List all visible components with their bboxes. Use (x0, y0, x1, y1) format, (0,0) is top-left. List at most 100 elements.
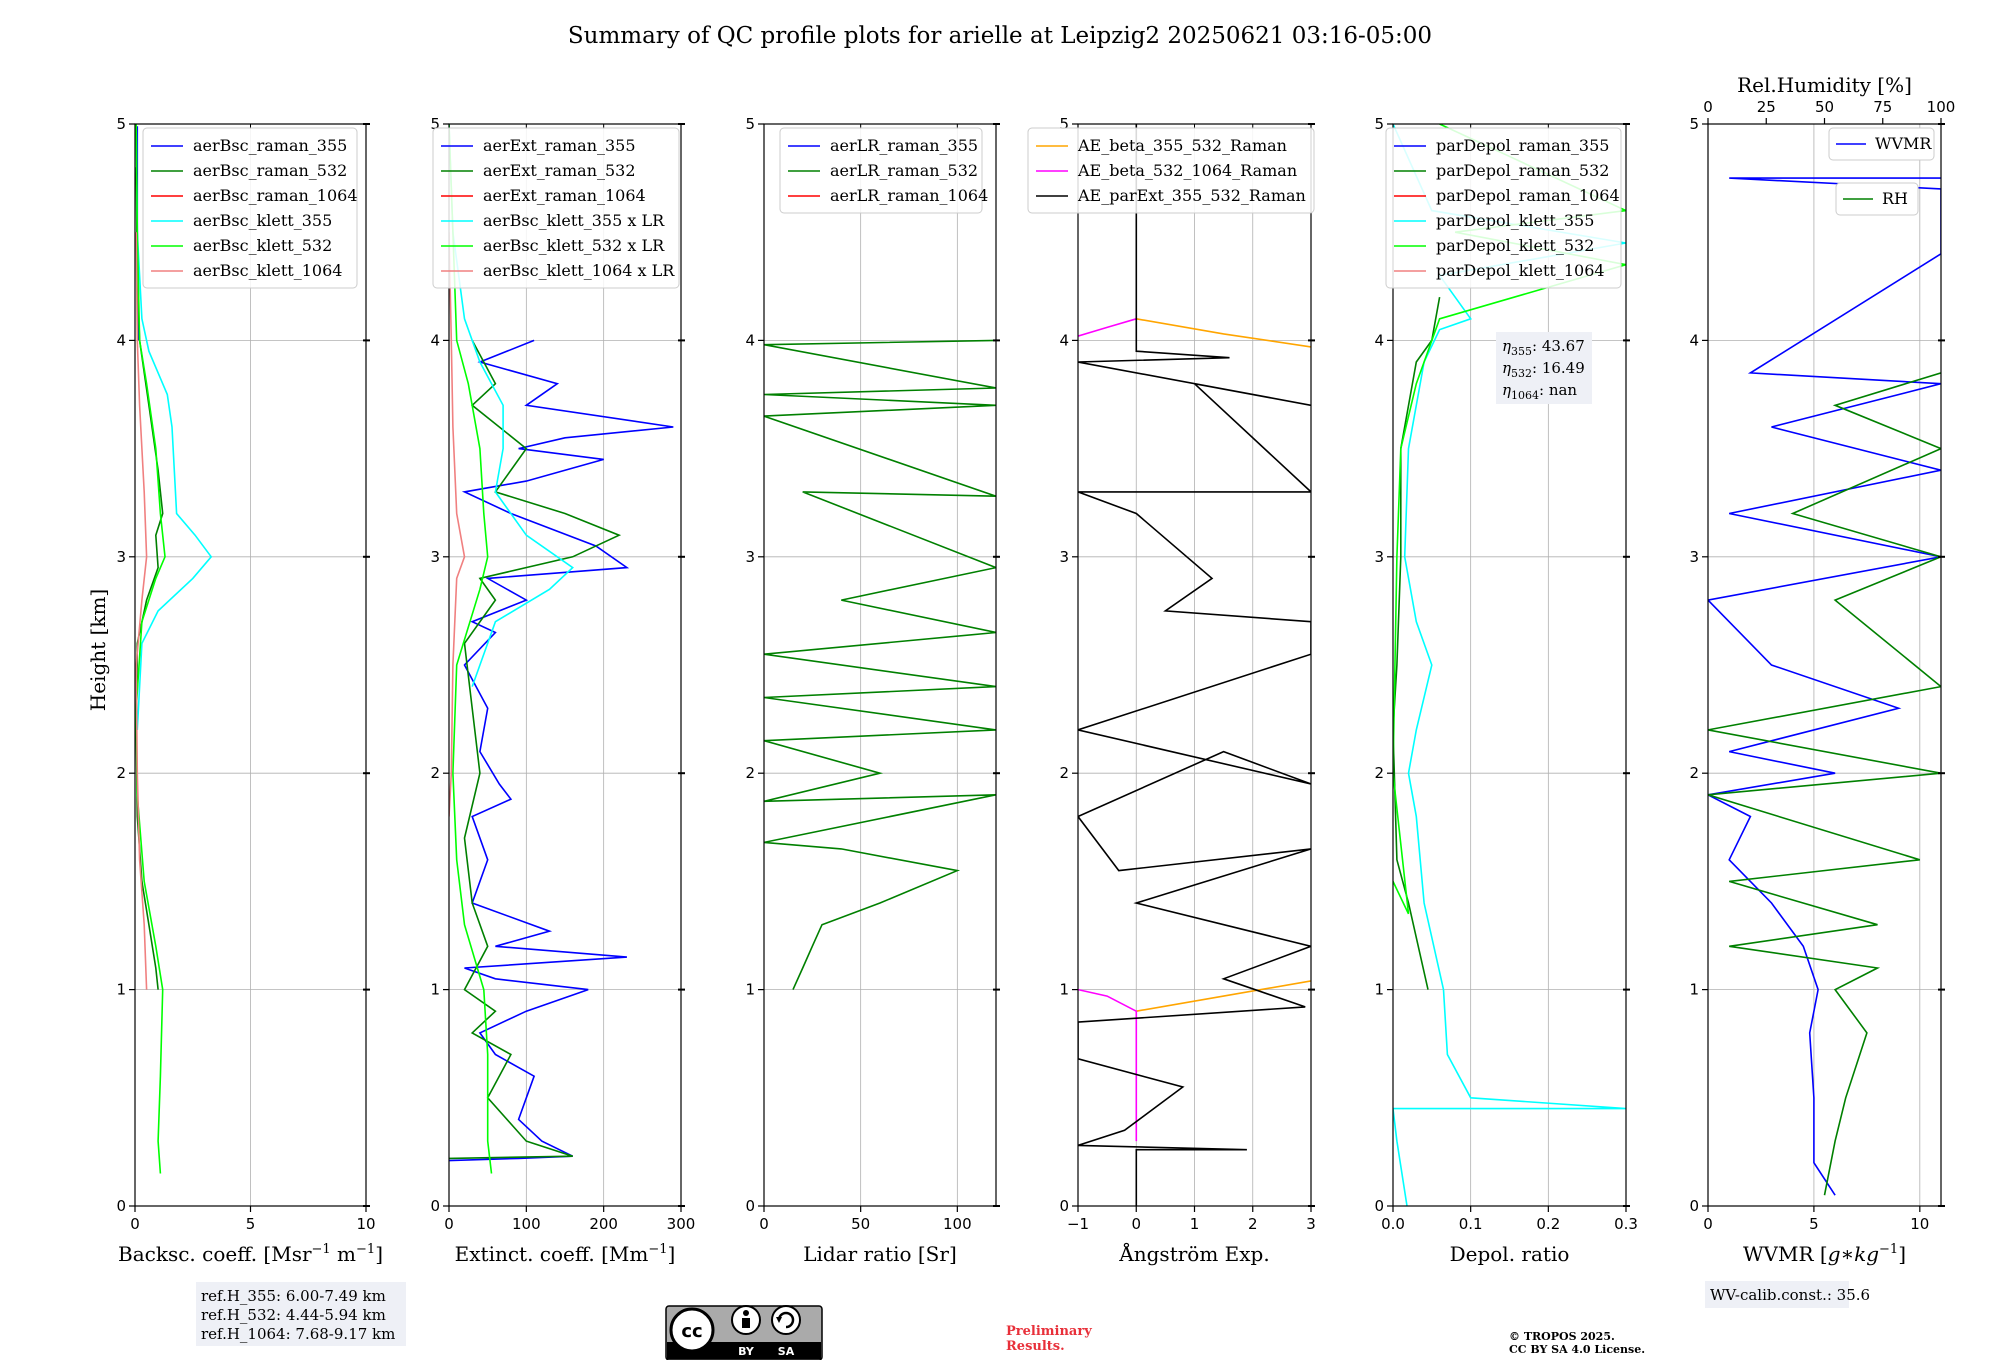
legend-label: parDepol_klett_355 (1436, 211, 1594, 230)
y-tick-label: 1 (430, 981, 440, 999)
legend: aerExt_raman_355 aerExt_raman_532 aerExt_r… (432, 127, 680, 289)
y-tick-label: 0 (1374, 1197, 1384, 1215)
eta-355: η355: 43.67 (1502, 337, 1585, 358)
x-tick-label: 100 (943, 1215, 972, 1233)
x-axis-label: Extinct. coeff. [Mm−1] (455, 1242, 676, 1266)
x-tick-label: 5 (1809, 1215, 1819, 1233)
series-line-aerBsc_klett_1064 x LR (449, 232, 466, 817)
series-line-parDepol_klett_355 (1393, 124, 1626, 1206)
series-group (1708, 177, 1941, 1196)
series-group (449, 124, 674, 1174)
y-tick-label: 3 (745, 548, 755, 566)
legend: aerBsc_raman_355 aerBsc_raman_532 aerBsc_r… (142, 127, 358, 289)
y-tick-label: 5 (430, 115, 440, 133)
y-tick-label: 4 (1689, 331, 1699, 349)
y-tick-label: 2 (1059, 764, 1069, 782)
ref-height-532: ref.H_532: 4.44-5.94 km (201, 1306, 386, 1324)
legend-label: aerBsc_klett_532 (193, 236, 332, 255)
svg-text:cc: cc (681, 1321, 702, 1342)
y-tick-label: 5 (116, 115, 126, 133)
legend: aerLR_raman_355 aerLR_raman_532 aerLR_rama… (779, 127, 988, 214)
secondary-x-tick-label: 75 (1873, 98, 1892, 116)
series-line-AE_beta_532_1064_Raman (1078, 318, 1138, 1142)
x-tick-label: 0 (130, 1215, 140, 1233)
series-line-aerBsc_klett_355 (135, 124, 213, 730)
legend-label: parDepol_raman_532 (1436, 161, 1609, 180)
axes-frame (448, 123, 682, 1207)
series-group (135, 124, 213, 1174)
legend-label: AE_beta_532_1064_Raman (1077, 161, 1297, 180)
y-tick-label: 1 (1059, 981, 1069, 999)
y-tick-label: 1 (1689, 981, 1699, 999)
y-tick-label: 1 (1374, 981, 1384, 999)
y-tick-label: 5 (1689, 115, 1699, 133)
cc-license-badge: cc BY SA (665, 1305, 823, 1360)
x-tick-label: 2 (1248, 1215, 1258, 1233)
wv-calib-text: WV-calib.const.: 35.6 (1710, 1286, 1870, 1304)
preliminary-line-2: Results. (1006, 1339, 1065, 1354)
series-line-AE_parExt_355_532_Raman (1078, 124, 1311, 1206)
legend-label: WVMR (1875, 134, 1932, 153)
x-axis-label: WVMR [g∗kg−1] (1743, 1242, 1906, 1266)
legend-label: aerExt_raman_532 (483, 161, 636, 180)
y-axis-label: Height [km] (86, 589, 110, 711)
y-tick-label: 0 (430, 1197, 440, 1215)
x-tick-label: 0.3 (1614, 1215, 1638, 1233)
legend-label: aerLR_raman_1064 (830, 186, 988, 205)
series-line-aerBsc_klett_532 x LR (449, 124, 493, 1174)
ref-height-355: ref.H_355: 6.00-7.49 km (201, 1287, 386, 1305)
secondary-x-tick-label: 50 (1815, 98, 1834, 116)
legend-label: aerBsc_raman_1064 (193, 186, 358, 205)
x-tick-label: 0 (759, 1215, 769, 1233)
panel-3: 0 50 100 0 1 2 3 4 5 Lidar ratio [Sr] aerLR_raman_… (745, 115, 1000, 1266)
axes-frame (1392, 123, 1627, 1207)
x-tick-label: 300 (667, 1215, 696, 1233)
axes-frame (1707, 123, 1942, 1207)
legend-label: AE_beta_355_532_Raman (1077, 136, 1287, 155)
x-axis-label: Depol. ratio (1450, 1242, 1570, 1266)
ref-heights-box: ref.H_355: 6.00-7.49 km ref.H_532: 4.44-… (196, 1282, 406, 1346)
legend-label: RH (1882, 189, 1908, 208)
x-axis-label: Backsc. coeff. [Msr−1 m−1] (118, 1242, 383, 1266)
panel-2: 0 100 200 300 0 1 2 3 4 5 Extinct. coeff. [Mm−1] ae… (430, 115, 695, 1266)
x-tick-label: 3 (1306, 1215, 1316, 1233)
legend: parDepol_raman_355 parDepol_raman_532 parD… (1385, 127, 1622, 289)
panel-1: 0 5 10 0 1 2 3 4 5 Backsc. coeff. [Msr−1 m−1] aerB… (116, 115, 383, 1266)
y-tick-label: 2 (116, 764, 126, 782)
x-tick-label: 10 (1910, 1215, 1929, 1233)
legend-label: aerBsc_klett_532 x LR (483, 236, 665, 255)
eta-box: η355: 43.67 η532: 16.49 η1064: nan (1496, 332, 1592, 404)
y-tick-label: 0 (745, 1197, 755, 1215)
y-tick-label: 2 (1689, 764, 1699, 782)
y-tick-label: 1 (745, 981, 755, 999)
series-line-aerLR_raman_532 (764, 339, 996, 990)
legend-label: parDepol_klett_532 (1436, 236, 1594, 255)
y-tick-label: 2 (745, 764, 755, 782)
x-tick-label: 0.0 (1381, 1215, 1405, 1233)
x-axis-label: Ångström Exp. (1118, 1241, 1269, 1266)
y-tick-label: 3 (1689, 548, 1699, 566)
y-tick-label: 3 (116, 548, 126, 566)
legend-label: aerBsc_klett_355 (193, 211, 332, 230)
series-line-aerExt_raman_355 (449, 339, 674, 1162)
badge-sa: SA (778, 1345, 795, 1358)
badge-by: BY (738, 1345, 755, 1358)
copyright-line-1: © TROPOS 2025. (1509, 1330, 1615, 1343)
legend-label: aerBsc_klett_1064 (193, 261, 342, 280)
axes-frame (763, 123, 997, 1207)
legend-label: aerExt_raman_355 (483, 136, 636, 155)
series-line-aerBsc_klett_1064 (135, 232, 148, 990)
legend-label: aerBsc_raman_532 (193, 161, 347, 180)
eta-1064: η1064: nan (1502, 381, 1577, 402)
legend-label: aerLR_raman_532 (830, 161, 978, 180)
y-tick-label: 0 (1689, 1197, 1699, 1215)
y-tick-label: 3 (1374, 548, 1384, 566)
legend-label: parDepol_raman_1064 (1436, 186, 1620, 205)
y-tick-label: 5 (1059, 115, 1069, 133)
x-axis-label: Lidar ratio [Sr] (803, 1242, 957, 1266)
x-tick-label: 50 (851, 1215, 870, 1233)
